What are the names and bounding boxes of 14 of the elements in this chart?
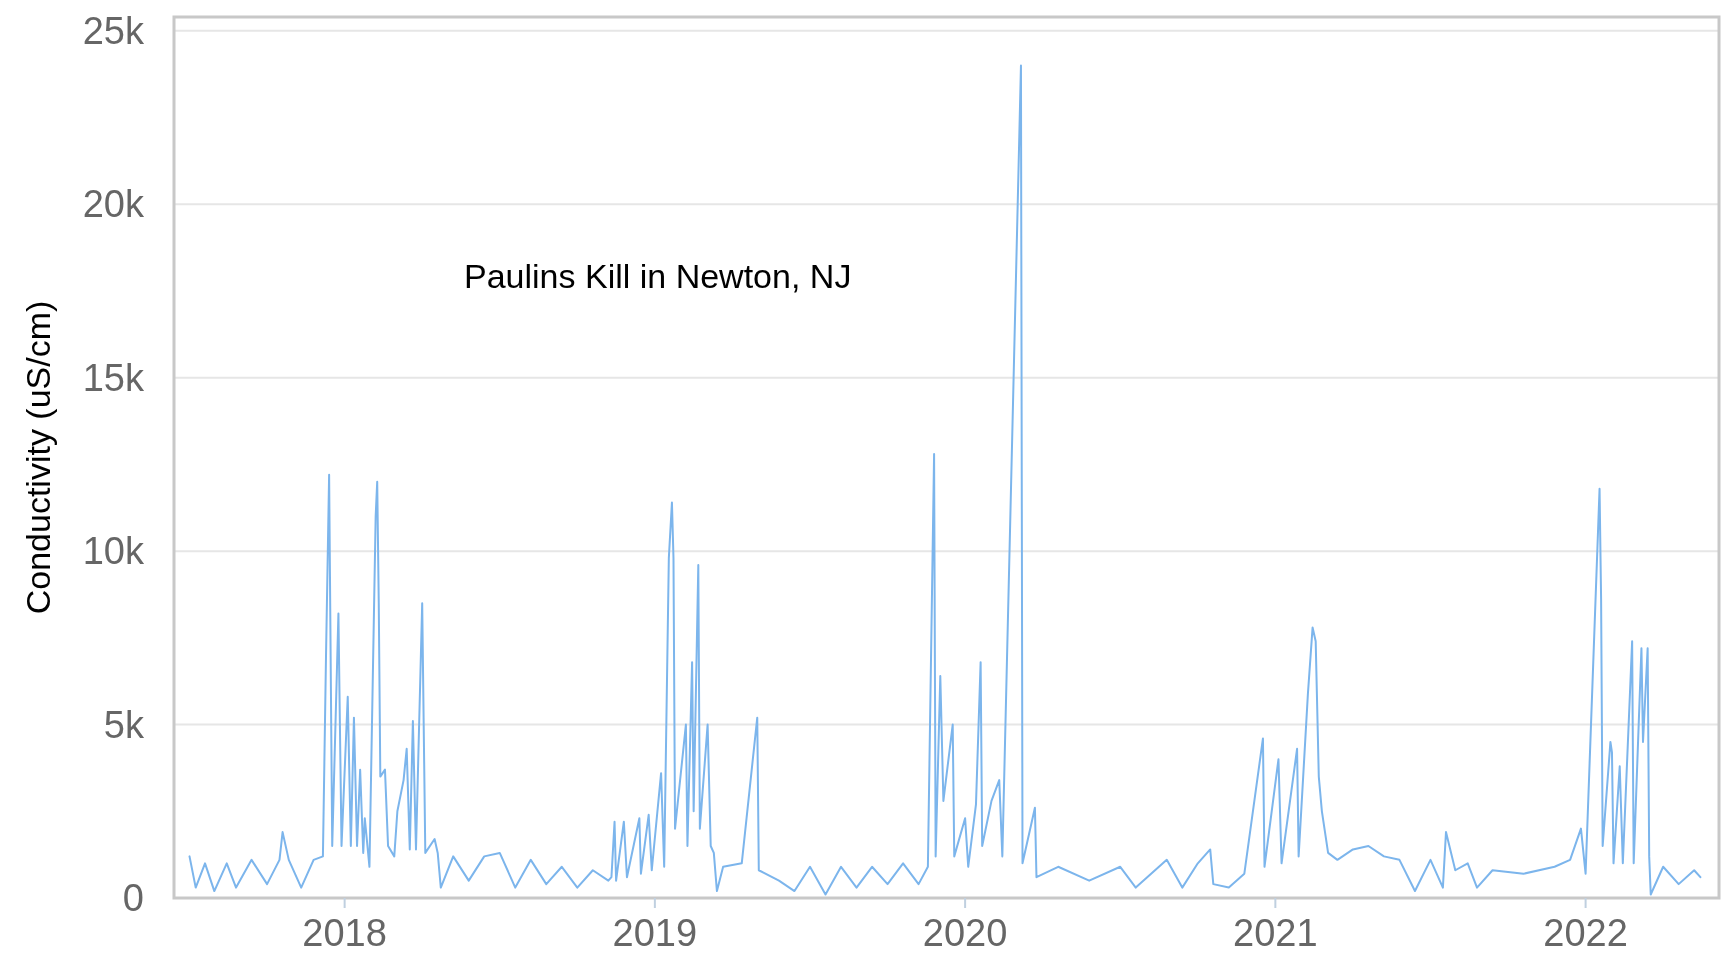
y-tick-label: 25k bbox=[82, 9, 145, 52]
x-tick-label: 2018 bbox=[302, 912, 387, 954]
x-tick-label: 2022 bbox=[1543, 912, 1628, 954]
x-tick-label: 2020 bbox=[922, 912, 1008, 954]
x-tick-label: 2019 bbox=[612, 912, 698, 954]
y-tick-label: 5k bbox=[103, 703, 145, 746]
text: Paulins Kill in Newton, NJ bbox=[464, 257, 852, 295]
y-tick-label: 20k bbox=[82, 183, 145, 226]
y-axis-title: Conductivity (uS/cm) bbox=[19, 300, 57, 615]
y-tick-label: 15k bbox=[82, 356, 145, 399]
y-tick-label: 10k bbox=[82, 530, 145, 573]
x-tick-label: 2021 bbox=[1233, 912, 1318, 954]
y-tick-label: 0 bbox=[122, 877, 144, 919]
line-series bbox=[188, 64, 1702, 896]
